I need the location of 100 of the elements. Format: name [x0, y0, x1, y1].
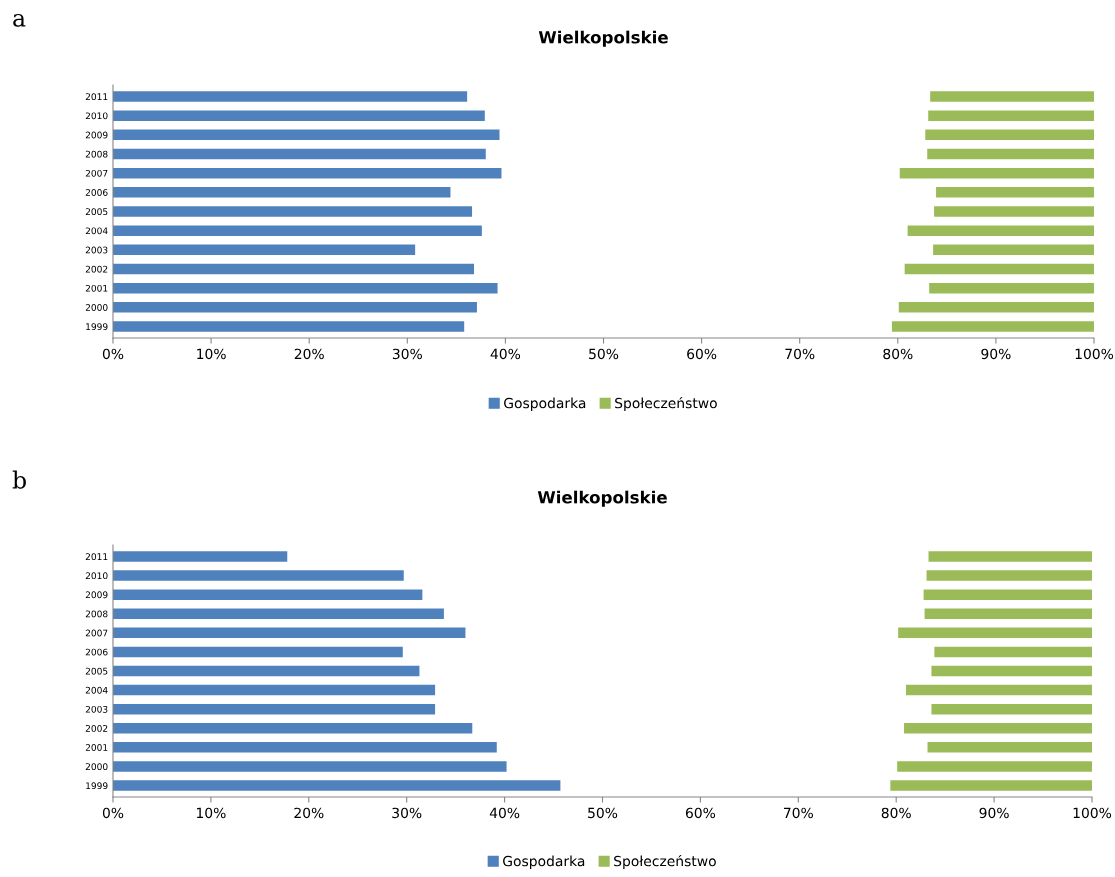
- x-tick-label: 80%: [883, 348, 913, 360]
- bar: [113, 167, 502, 179]
- x-tick-label: 30%: [392, 807, 422, 819]
- y-tick-label: 2010: [85, 112, 108, 120]
- text: a: [13, 13, 26, 27]
- x-tick-label: 60%: [685, 807, 716, 819]
- y-tick-label: 2004: [85, 227, 108, 235]
- y-tick-label: 2001: [85, 744, 108, 751]
- bar: [924, 608, 1092, 619]
- legend-label: Społeczeństwo: [614, 855, 716, 869]
- y-tick-label: 1999: [86, 782, 108, 790]
- x-tick-label: 70%: [784, 807, 813, 819]
- bar: [931, 703, 1092, 715]
- legend-label: Gospodarka: [503, 855, 585, 869]
- bar: [891, 321, 1094, 332]
- bar: [934, 206, 1094, 217]
- bar: [890, 780, 1092, 791]
- bar: [113, 321, 465, 332]
- bar: [113, 206, 473, 217]
- x-tick-label: 20%: [294, 807, 324, 819]
- bar: [907, 225, 1094, 236]
- bar: [113, 148, 486, 160]
- bar: [927, 742, 1092, 753]
- bar: [930, 91, 1094, 102]
- bar: [113, 684, 436, 696]
- bar: [113, 742, 497, 753]
- bar: [113, 225, 482, 236]
- y-tick-label: 2006: [85, 648, 108, 656]
- bar: [113, 302, 477, 313]
- y-tick-label: 2011: [85, 93, 108, 101]
- bar: [898, 627, 1092, 639]
- bar: [897, 761, 1092, 772]
- bar: [898, 302, 1094, 313]
- bar: [904, 723, 1092, 734]
- x-tick-label: 70%: [785, 348, 815, 360]
- y-tick-label: 2003: [85, 705, 108, 713]
- x-tick-label: 100%: [1073, 807, 1112, 819]
- x-tick-label: 80%: [881, 807, 911, 819]
- y-tick-label: 2008: [85, 150, 108, 158]
- bar: [113, 570, 404, 581]
- x-tick-label: 0%: [102, 807, 124, 819]
- x-tick-label: 10%: [197, 348, 226, 360]
- y-tick-label: 2000: [85, 304, 108, 311]
- bar: [931, 665, 1092, 677]
- bar: [113, 244, 416, 256]
- x-tick-label: 60%: [687, 348, 717, 360]
- bar: [926, 570, 1092, 581]
- y-tick-label: 2000: [85, 763, 108, 771]
- bar: [113, 627, 466, 639]
- y-tick-label: 2010: [85, 572, 108, 580]
- bar: [929, 282, 1094, 294]
- bar: [113, 551, 288, 562]
- y-tick-label: 2001: [85, 284, 108, 292]
- y-tick-label: 2007: [85, 169, 108, 177]
- bar: [113, 665, 420, 677]
- bar: [927, 148, 1094, 160]
- bar: [113, 91, 468, 102]
- y-tick-label: 2005: [85, 208, 108, 216]
- bar: [933, 244, 1094, 256]
- bar: [928, 551, 1092, 562]
- y-tick-label: 2009: [85, 591, 108, 599]
- bar: [113, 723, 473, 734]
- y-tick-label: 2008: [85, 610, 108, 618]
- bar: [113, 703, 436, 715]
- y-tick-label: 2004: [85, 686, 108, 694]
- x-tick-label: 40%: [490, 348, 521, 360]
- y-tick-label: 2005: [85, 667, 108, 675]
- bar: [905, 684, 1092, 696]
- bar: [934, 646, 1092, 658]
- bar: [113, 110, 485, 121]
- y-tick-label: 2002: [85, 265, 108, 273]
- y-tick-label: 2003: [85, 246, 108, 254]
- x-tick-label: 90%: [979, 807, 1009, 819]
- y-tick-label: 2002: [85, 725, 108, 732]
- x-tick-label: 10%: [196, 807, 226, 819]
- bar: [928, 110, 1094, 121]
- x-tick-label: 50%: [589, 348, 619, 360]
- bar: [113, 589, 423, 600]
- x-tick-label: 30%: [392, 348, 422, 360]
- bar: [904, 263, 1094, 275]
- chart-title: Wielkopolskie: [538, 30, 668, 47]
- y-tick-label: 1999: [86, 323, 108, 331]
- x-tick-label: 40%: [489, 807, 520, 819]
- x-tick-label: 50%: [588, 807, 618, 819]
- legend-label: Gospodarka: [504, 397, 586, 411]
- text: b: [12, 470, 26, 489]
- bar: [113, 646, 403, 658]
- bar: [113, 187, 451, 198]
- y-tick-label: 2007: [85, 629, 108, 637]
- bar: [113, 263, 475, 275]
- bar: [923, 589, 1092, 600]
- bar: [113, 282, 498, 294]
- x-tick-label: 0%: [102, 348, 124, 360]
- x-tick-label: 90%: [981, 348, 1011, 360]
- legend-label: Społeczeństwo: [615, 397, 717, 411]
- y-tick-label: 2006: [85, 189, 108, 196]
- x-tick-label: 20%: [294, 348, 324, 360]
- y-tick-label: 2009: [85, 131, 108, 139]
- bar: [899, 167, 1094, 179]
- y-tick-label: 2011: [85, 553, 108, 561]
